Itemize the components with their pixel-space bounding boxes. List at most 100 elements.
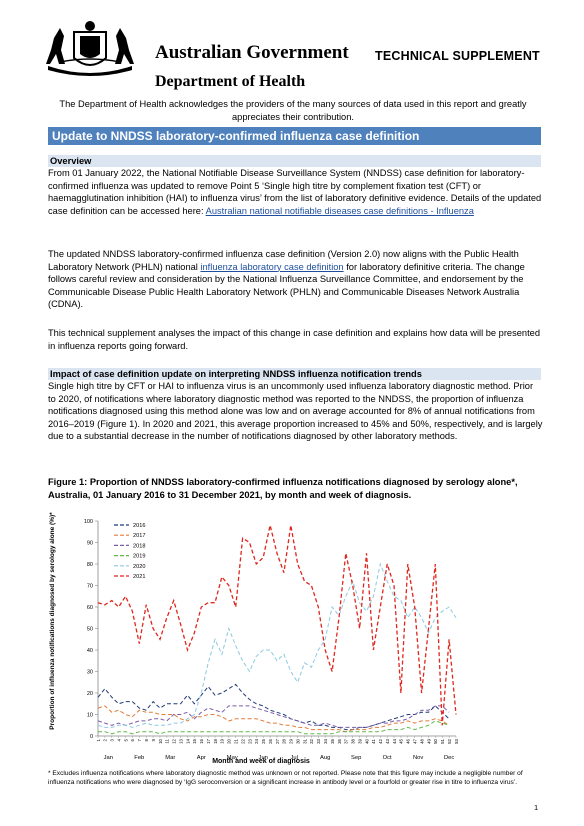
x-tick-label: 31 [302, 738, 307, 743]
y-tick-label: 50 [87, 627, 93, 633]
series-line-2021 [97, 525, 457, 726]
x-tick-label: 27 [275, 738, 280, 743]
x-tick-label: 35 [330, 738, 335, 743]
x-tick-label: 16 [199, 738, 204, 743]
x-axis-title: Month and week of diagnosis [212, 758, 310, 765]
x-tick-label: 9 [151, 738, 156, 741]
overview-p2-text-a: The updated NNDSS laboratory-confirmed i… [48, 249, 519, 272]
x-tick-label: 51 [440, 738, 445, 743]
y-tick-label: 80 [87, 562, 93, 568]
x-tick-label: 33 [316, 738, 321, 743]
month-label: Feb [134, 755, 144, 761]
impact-paragraph: Single high titre by CFT or HAI to influ… [48, 381, 543, 441]
y-tick-label: 100 [84, 519, 93, 525]
x-tick-label: 53 [454, 738, 459, 743]
overview-heading: Overview [48, 155, 541, 167]
x-tick-label: 32 [309, 738, 314, 743]
month-label: Nov [413, 755, 423, 761]
x-tick-label: 11 [165, 738, 170, 743]
influenza-serology-chart: Proportion of influenza notifications di… [49, 512, 459, 765]
month-label: Apr [197, 755, 206, 761]
series-line-2016 [97, 683, 450, 731]
x-tick-label: 22 [240, 738, 245, 743]
x-tick-label: 23 [247, 738, 252, 743]
figure-footnote: * Excludes influenza notifications where… [48, 770, 523, 786]
series-line-2017 [97, 705, 450, 733]
legend-label-2020: 2020 [133, 564, 145, 570]
series-line-2019 [98, 720, 450, 735]
x-tick-label: 19 [220, 738, 225, 743]
x-tick-label: 8 [144, 738, 149, 741]
y-tick-label: 60 [87, 605, 93, 611]
x-tick-label: 36 [337, 738, 342, 743]
overview-p2-text-b: for laboratory definitive criteria. The … [48, 261, 525, 310]
x-tick-label: 39 [357, 738, 362, 743]
x-tick-label: 14 [185, 738, 190, 743]
y-tick-label: 30 [87, 670, 93, 676]
x-tick-label: 47 [412, 738, 417, 743]
x-tick-label: 6 [130, 738, 135, 741]
x-tick-label: 24 [254, 738, 259, 743]
y-tick-label: 90 [87, 541, 93, 547]
x-tick-label: 38 [351, 738, 356, 743]
x-tick-label: 46 [406, 738, 411, 743]
technical-supplement-label: TECHNICAL SUPPLEMENT [375, 49, 540, 63]
overview-paragraph-1: From 01 January 2022, the National Notif… [48, 167, 543, 217]
month-label: Mar [165, 755, 175, 761]
x-tick-label: 49 [426, 738, 431, 743]
y-axis-title: Proportion of influenza notifications di… [49, 512, 56, 730]
x-tick-label: 20 [227, 738, 232, 743]
x-tick-label: 15 [192, 738, 197, 743]
x-tick-label: 7 [137, 738, 142, 741]
lab-case-definition-link[interactable]: influenza laboratory case definition [200, 261, 344, 272]
legend-label-2018: 2018 [133, 543, 145, 549]
x-tick-label: 21 [233, 738, 238, 743]
x-tick-label: 42 [378, 738, 383, 743]
legend-label-2017: 2017 [133, 533, 145, 539]
month-label: Jan [104, 755, 113, 761]
x-tick-label: 17 [206, 738, 211, 743]
x-tick-label: 12 [172, 738, 177, 743]
x-tick-label: 34 [323, 738, 328, 743]
month-label: Jul [291, 755, 298, 761]
x-tick-label: 13 [178, 738, 183, 743]
x-tick-label: 26 [268, 738, 273, 743]
x-tick-label: 52 [447, 738, 452, 743]
month-label: Oct [383, 755, 392, 761]
commonwealth-crest-logo [46, 21, 134, 76]
overview-paragraph-2: The updated NNDSS laboratory-confirmed i… [48, 248, 543, 311]
page-number: 1 [534, 803, 539, 812]
legend-label-2019: 2019 [133, 554, 145, 560]
legend-label-2016: 2016 [133, 523, 145, 529]
y-tick-label: 20 [87, 691, 93, 697]
x-tick-label: 44 [392, 738, 397, 743]
x-tick-label: 30 [295, 738, 300, 743]
x-tick-label: 1 [96, 738, 101, 741]
x-tick-label: 50 [433, 738, 438, 743]
section-banner: Update to NNDSS laboratory-confirmed inf… [48, 127, 541, 145]
case-definitions-link[interactable]: Australian national notifiable diseases … [205, 205, 474, 216]
y-tick-label: 70 [87, 584, 93, 590]
month-label: Dec [444, 755, 454, 761]
month-label: Sep [351, 755, 361, 761]
series-line-2018 [97, 705, 450, 728]
x-tick-label: 10 [158, 738, 163, 743]
government-title: Australian Government [155, 42, 349, 63]
x-tick-label: 25 [261, 738, 266, 743]
y-tick-label: 40 [87, 648, 93, 654]
series-line-2020 [97, 562, 457, 728]
x-tick-label: 29 [289, 738, 294, 743]
overview-paragraph-3: This technical supplement analyses the i… [48, 328, 540, 351]
month-label: Aug [320, 755, 330, 761]
x-tick-label: 37 [344, 738, 349, 743]
y-tick-label: 10 [87, 713, 93, 719]
month-label: Jun [259, 755, 268, 761]
department-title: Department of Health [155, 73, 306, 90]
y-tick-label: 0 [90, 734, 93, 740]
impact-heading: Impact of case definition update on inte… [48, 368, 541, 380]
x-tick-label: 2 [103, 738, 108, 741]
overview-p1-text: From 01 January 2022, the National Notif… [48, 168, 542, 216]
x-tick-label: 4 [116, 738, 121, 741]
x-tick-label: 43 [385, 738, 390, 743]
x-tick-label: 40 [364, 738, 369, 743]
